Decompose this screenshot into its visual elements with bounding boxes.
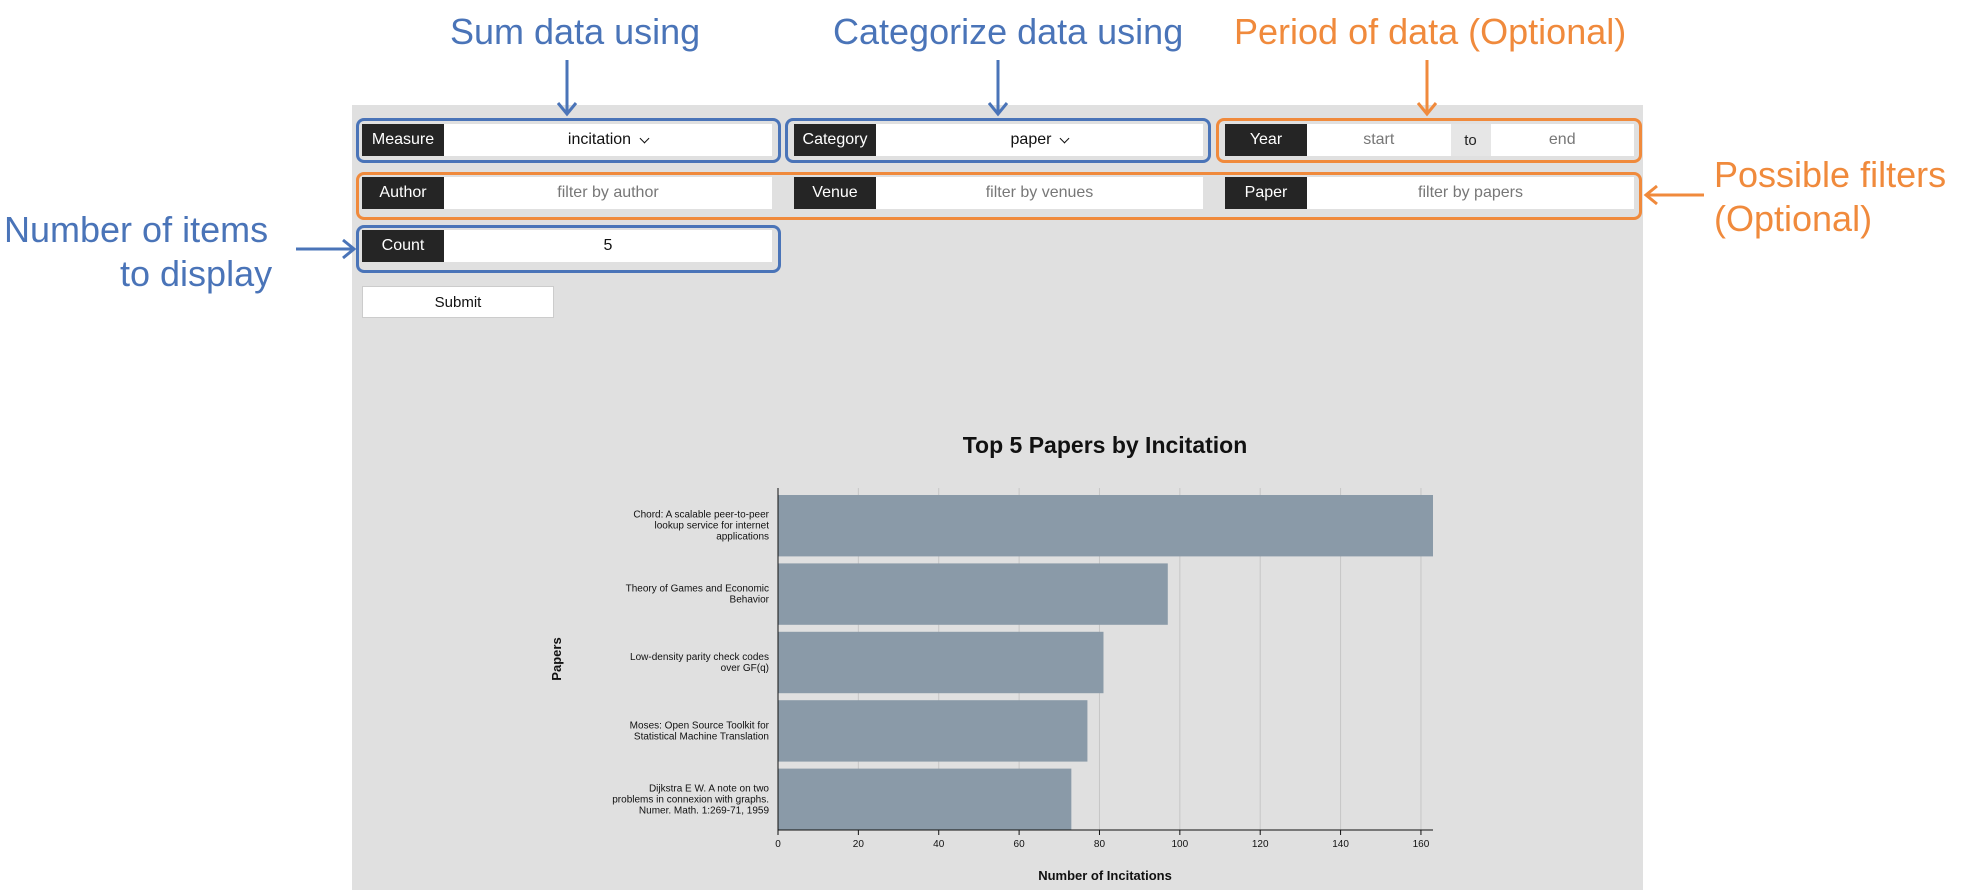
x-tick-label: 100 [1171,839,1188,850]
filters-highlight [356,172,1642,220]
category-label: Dijkstra E W. A note on two [649,783,769,794]
category-label: Category [794,124,876,156]
measure-label: Measure [362,124,444,156]
year-to-separator: to [1450,124,1491,156]
count-label: Count [362,230,444,262]
venue-input[interactable]: filter by venues [985,184,1094,201]
year-end-input[interactable]: end [1548,131,1576,148]
category-label: lookup service for internet [654,521,769,532]
paper-input[interactable]: filter by papers [1418,184,1523,201]
x-tick-label: 60 [1014,839,1026,850]
category-label: problems in connexion with graphs. [612,794,769,805]
paper-filter: Paper filter by papers [1225,177,1634,209]
annotation-period: Period of data (Optional) [1234,11,1627,52]
bar [778,495,1433,557]
category-label: Moses: Open Source Toolkit for [630,720,770,731]
measure-highlight [356,118,781,163]
annotation-filters-2: (Optional) [1714,198,1873,239]
bar [778,631,1104,694]
category-label: Chord: A scalable peer-to-peer [633,510,769,521]
x-tick-label: 40 [933,839,945,850]
category-label: Numer. Math. 1:269-71, 1959 [639,805,770,816]
count-field: Count 5 [362,230,772,262]
measure-select[interactable]: Measure incitation [362,124,772,156]
arrow-sum-head [556,102,578,117]
annotation-sum: Sum data using [450,11,701,52]
x-axis-title: Number of Incitations [1038,868,1172,883]
bar [778,563,1168,625]
measure-selected: incitation [567,131,632,148]
submit-button[interactable]: Submit [362,286,554,318]
year-start-input[interactable]: start [1363,131,1395,148]
annotation-count-2: to display [120,253,273,294]
x-tick-label: 160 [1413,839,1430,850]
count-input[interactable]: 5 [603,237,613,254]
bar [778,768,1072,830]
annotation-categorize: Categorize data using [833,11,1184,52]
category-value[interactable]: paper [876,124,1203,156]
annotation-filters-1: Possible filters [1714,154,1947,195]
year-label: Year [1225,124,1307,156]
category-label: Behavior [730,595,770,606]
category-label: Low-density parity check codes [630,652,769,663]
arrow-categorize-head [987,102,1009,117]
category-label: Theory of Games and Economic [626,584,769,595]
category-highlight [785,118,1211,163]
venue-filter: Venue filter by venues [794,177,1203,209]
category-select[interactable]: Category paper [794,124,1203,156]
arrow-period-head [1416,102,1438,117]
arrow-filters-head [1643,184,1658,206]
category-selected: paper [1010,131,1052,148]
chart-title: Top 5 Papers by Incitation [962,432,1248,458]
category-label: over GF(q) [721,663,769,674]
venue-label: Venue [794,177,876,209]
count-highlight [356,225,781,273]
year-highlight [1216,118,1642,163]
paper-label: Paper [1225,177,1307,209]
x-tick-label: 0 [775,839,781,850]
x-tick-label: 80 [1094,839,1106,850]
author-filter: Author filter by author [362,177,772,209]
measure-value[interactable]: incitation [444,124,772,156]
category-label: applications [716,532,769,543]
x-tick-label: 120 [1252,839,1269,850]
x-tick-label: 20 [853,839,865,850]
bar [778,700,1088,762]
author-label: Author [362,177,444,209]
arrow-count-head [342,238,357,260]
y-axis-title: Papers [549,637,564,680]
category-label: Statistical Machine Translation [634,731,769,742]
year-range: Year start to end [1225,124,1634,156]
author-input[interactable]: filter by author [557,184,659,201]
annotation-count-1: Number of items [4,209,269,250]
x-tick-label: 140 [1332,839,1349,850]
